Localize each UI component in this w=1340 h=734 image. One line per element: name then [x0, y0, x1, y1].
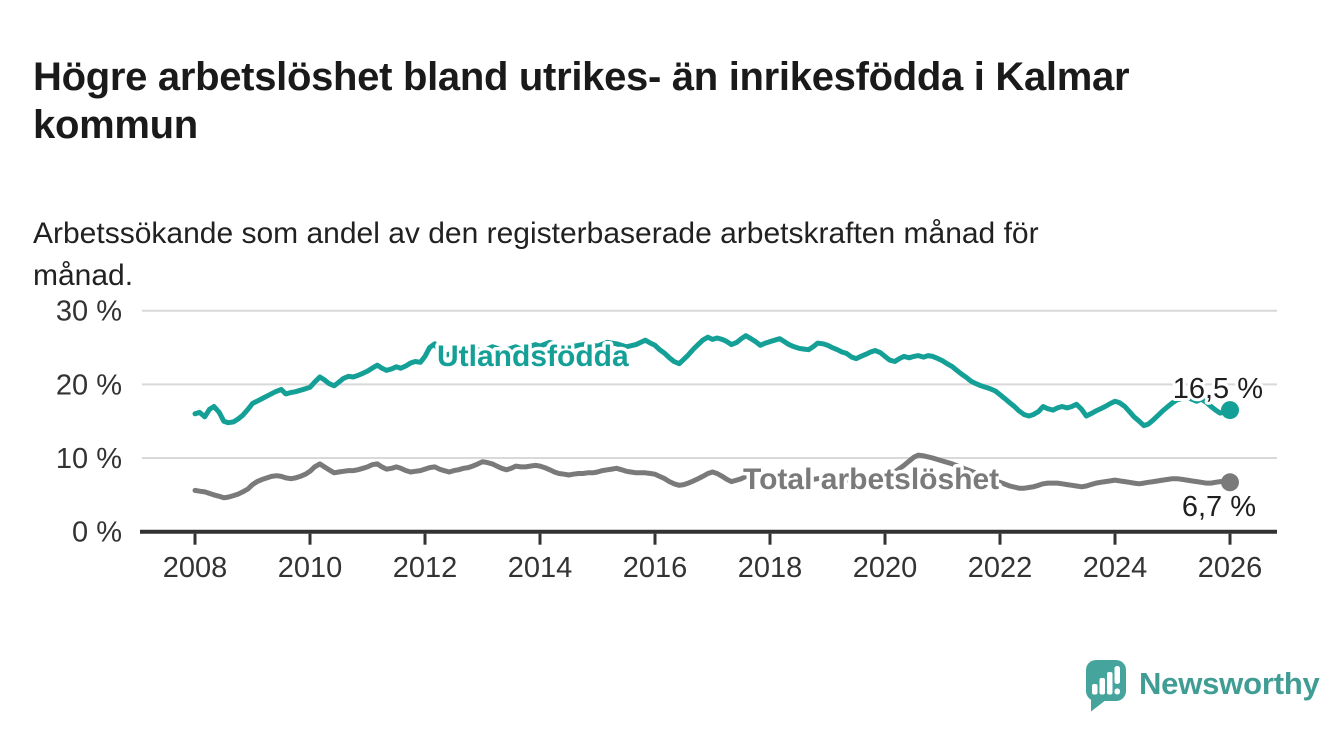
chart-subtitle-line-1: Arbetssökande som andel av den registerb… — [33, 217, 1039, 250]
chart-title-line-1: Högre arbetslöshet bland utrikes- än inr… — [33, 54, 1130, 99]
series-plot — [192, 333, 1239, 501]
newsworthy-branding[interactable]: Newsworthy — [1082, 655, 1320, 717]
series-label-utlandsfodda: Utlandsfödda — [437, 340, 629, 373]
x-axis — [140, 529, 1277, 545]
chart-subtitle: Arbetssökande som andel av den registerb… — [33, 213, 1303, 297]
series-line-0 — [192, 333, 1233, 429]
x-tick-label-2008: 2008 — [163, 552, 228, 584]
x-tick-label-2020: 2020 — [853, 552, 918, 584]
x-axis-labels: 2008 2010 2012 2014 2016 2018 2020 2022 2024 2026 — [163, 552, 1263, 584]
x-tick-label-2012: 2012 — [393, 552, 458, 584]
series-label-total-arbetsloshet: Total arbetslöshet — [743, 463, 999, 496]
y-axis-labels: 0 % 10 % 20 % 30 % — [56, 296, 122, 549]
x-tick-label-2026: 2026 — [1198, 552, 1263, 584]
chart-subtitle-line-2: månad. — [33, 259, 134, 292]
series-end-dot-0 — [1221, 401, 1239, 420]
x-tick-label-2016: 2016 — [623, 552, 688, 584]
newsworthy-wordmark: Newsworthy — [1139, 666, 1320, 701]
x-tick-label-2022: 2022 — [968, 552, 1033, 584]
y-tick-label-30: 30 % — [56, 296, 122, 328]
y-tick-label-10: 10 % — [56, 443, 122, 475]
chart-title-line-2: kommun — [33, 102, 198, 147]
newsworthy-logo-icon — [1086, 660, 1126, 712]
x-tick-label-2018: 2018 — [738, 552, 803, 584]
x-tick-label-2024: 2024 — [1083, 552, 1148, 584]
y-tick-label-0: 0 % — [72, 517, 122, 549]
chart-title: Högre arbetslöshet bland utrikes- än inr… — [33, 53, 1303, 149]
y-tick-label-20: 20 % — [56, 369, 122, 401]
end-value-label-total-arbetsloshet: 6,7 % — [1182, 491, 1256, 523]
x-tick-label-2014: 2014 — [508, 552, 573, 584]
series-line-1 — [192, 452, 1233, 501]
series-end-dot-1 — [1221, 473, 1239, 492]
end-value-label-utlandsfodda: 16,5 % — [1173, 373, 1263, 405]
x-tick-label-2010: 2010 — [278, 552, 343, 584]
